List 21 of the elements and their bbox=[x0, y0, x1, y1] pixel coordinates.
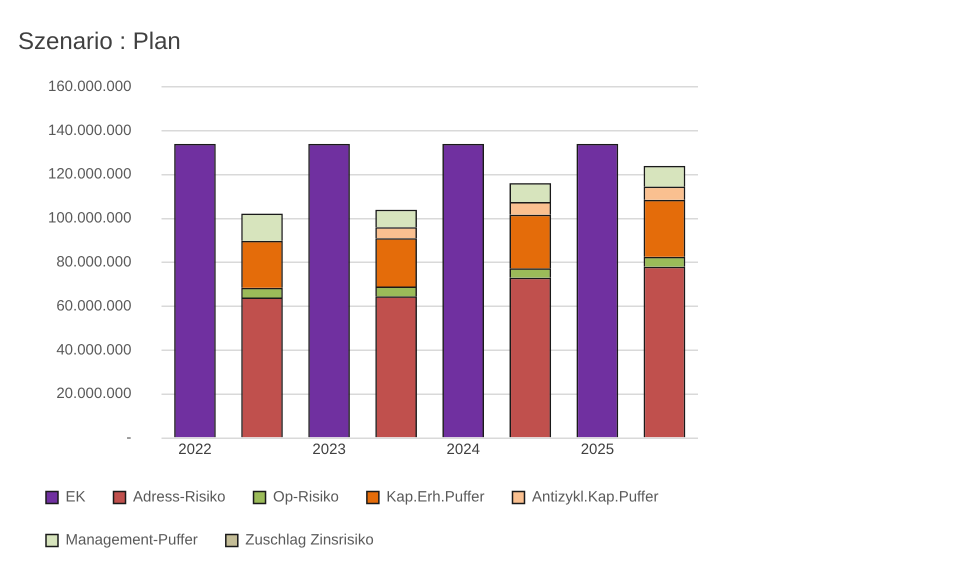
y-tick-label: 80.000.000 bbox=[56, 254, 132, 271]
legend-label: Adress-Risiko bbox=[133, 488, 226, 506]
y-tick-label: 160.000.000 bbox=[48, 78, 132, 95]
y-tick-label: 20.000.000 bbox=[56, 385, 132, 402]
x-tick-label: 2025 bbox=[580, 441, 614, 458]
y-tick-label: - bbox=[126, 429, 132, 446]
y-tick-label: 120.000.000 bbox=[48, 166, 132, 183]
legend-label: Op-Risiko bbox=[273, 488, 339, 506]
chart-title: Szenario : Plan bbox=[18, 28, 181, 56]
legend-label: Kap.Erh.Puffer bbox=[386, 488, 484, 506]
legend-label: Management-Puffer bbox=[66, 532, 198, 549]
y-tick-label: 140.000.000 bbox=[48, 122, 132, 139]
legend-label: EK bbox=[66, 488, 86, 506]
x-tick-label: 2023 bbox=[312, 441, 346, 458]
x-tick-label: 2024 bbox=[446, 441, 480, 458]
y-tick-label: 60.000.000 bbox=[56, 297, 132, 314]
x-tick-label: 2022 bbox=[178, 441, 212, 458]
legend-label: Zuschlag Zinsrisiko bbox=[245, 532, 374, 549]
y-tick-label: 100.000.000 bbox=[48, 210, 132, 227]
legend-label: Antizykl.Kap.Puffer bbox=[532, 488, 658, 506]
y-tick-label: 40.000.000 bbox=[56, 341, 132, 358]
